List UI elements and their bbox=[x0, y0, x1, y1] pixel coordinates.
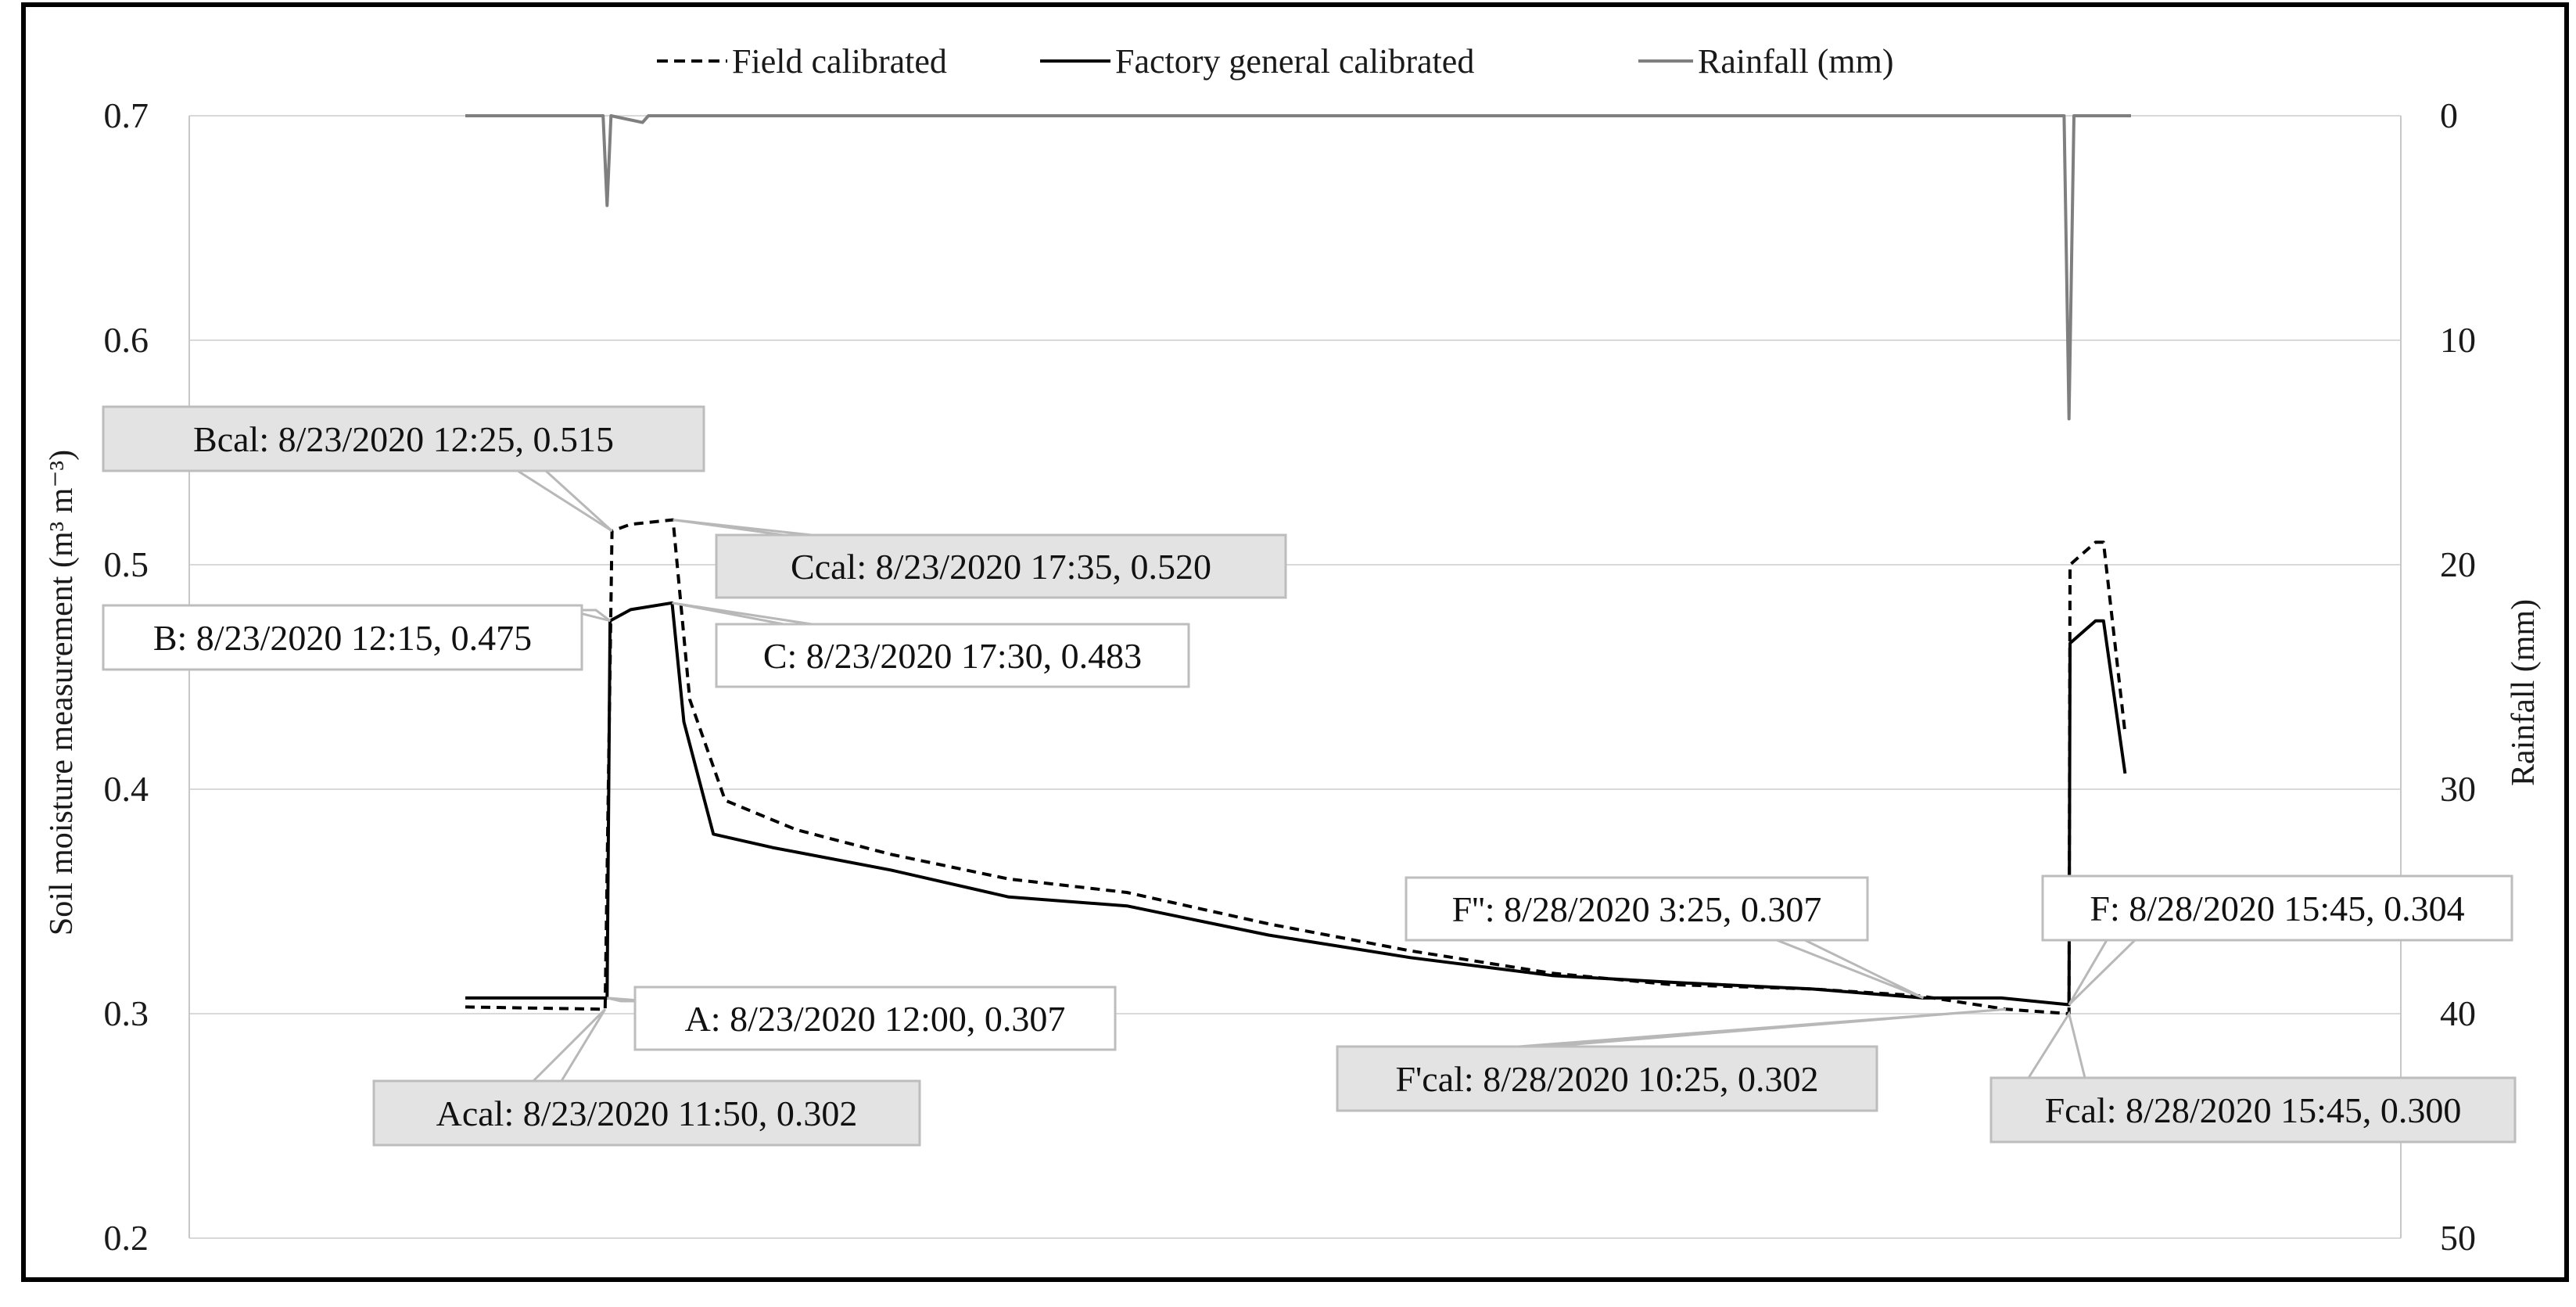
annotation-label: F'cal: 8/28/2020 10:25, 0.302 bbox=[1395, 1059, 1818, 1099]
annotation-label: C: 8/23/2020 17:30, 0.483 bbox=[763, 636, 1142, 676]
annotation-box bbox=[102, 604, 583, 671]
annotation-label: Acal: 8/23/2020 11:50, 0.302 bbox=[436, 1093, 858, 1133]
annotation-box bbox=[102, 405, 705, 472]
annotation-callout: C: 8/23/2020 17:30, 0.483 bbox=[672, 601, 1190, 688]
y2-tick-label: 20 bbox=[2440, 544, 2476, 584]
series-line-field-calibrated bbox=[465, 518, 2127, 1015]
y-axis-title: Soil moisture measurement (m³ m⁻³) bbox=[44, 450, 80, 935]
series-line-rainfall-mm bbox=[465, 114, 2131, 421]
annotation-label: Ccal: 8/23/2020 17:35, 0.520 bbox=[791, 547, 1211, 587]
annotation-label: F'': 8/28/2020 3:25, 0.307 bbox=[1452, 889, 1822, 929]
annotation-label: B: 8/23/2020 12:15, 0.475 bbox=[153, 618, 532, 658]
annotation-box bbox=[715, 533, 1287, 599]
annotation-callout: Acal: 8/23/2020 11:50, 0.302 bbox=[372, 1008, 921, 1147]
annotation-callout: Bcal: 8/23/2020 12:25, 0.515 bbox=[102, 405, 705, 533]
annotation-callout: A: 8/23/2020 12:00, 0.307 bbox=[606, 986, 1117, 1051]
annotation-box bbox=[372, 1079, 921, 1147]
annotation-box bbox=[1405, 876, 1869, 942]
annotation-callout: Ccal: 8/23/2020 17:35, 0.520 bbox=[673, 519, 1287, 599]
annotation-box bbox=[1989, 1076, 2517, 1144]
y2-tick-label: 50 bbox=[2440, 1218, 2476, 1258]
y-tick-label: 0.3 bbox=[104, 993, 149, 1033]
annotation-label: Fcal: 8/28/2020 15:45, 0.300 bbox=[2045, 1090, 2462, 1130]
annotation-label: F: 8/28/2020 15:45, 0.304 bbox=[2090, 889, 2464, 928]
annotation-box bbox=[1336, 1045, 1878, 1112]
y-tick-label: 0.7 bbox=[104, 95, 149, 135]
axes: 0.7 0.6 0.5 0.4 0.3 0.2 0 10 20 30 40 50 Soil moistu… bbox=[44, 95, 2542, 1258]
y-tick-label: 0.5 bbox=[104, 544, 149, 584]
legend-label: Factory general calibrated bbox=[1115, 42, 1474, 81]
annotation-box bbox=[2041, 874, 2513, 942]
legend-label: Rainfall (mm) bbox=[1698, 42, 1894, 81]
annotation-callout: F'cal: 8/28/2020 10:25, 0.302 bbox=[1336, 1007, 2007, 1112]
annotation-label: A: 8/23/2020 12:00, 0.307 bbox=[685, 999, 1066, 1039]
annotation-label: Bcal: 8/23/2020 12:25, 0.515 bbox=[193, 419, 614, 459]
y2-tick-label: 10 bbox=[2440, 320, 2476, 360]
legend-label: Field calibrated bbox=[732, 42, 947, 81]
y2-tick-label: 0 bbox=[2440, 95, 2458, 135]
legend: Field calibrated Factory general calibrat… bbox=[657, 42, 1894, 81]
y2-tick-label: 30 bbox=[2440, 769, 2476, 809]
y2-tick-label: 40 bbox=[2440, 993, 2476, 1033]
annotation-callout: Fcal: 8/28/2020 15:45, 0.300 bbox=[1989, 1011, 2517, 1144]
y-tick-label: 0.2 bbox=[104, 1218, 149, 1258]
y-tick-label: 0.4 bbox=[104, 769, 149, 809]
annotation-box bbox=[715, 623, 1190, 688]
annotation-callout: B: 8/23/2020 12:15, 0.475 bbox=[102, 604, 612, 671]
y2-axis-title: Rainfall (mm) bbox=[2506, 599, 2542, 786]
annotation-callout: F'': 8/28/2020 3:25, 0.307 bbox=[1405, 876, 1925, 1000]
annotations: Bcal: 8/23/2020 12:25, 0.515 Ccal: 8/23/2… bbox=[102, 405, 2517, 1147]
annotation-callout: F: 8/28/2020 15:45, 0.304 bbox=[2041, 874, 2513, 1006]
annotation-box bbox=[633, 986, 1117, 1051]
y-tick-label: 0.6 bbox=[104, 320, 149, 360]
